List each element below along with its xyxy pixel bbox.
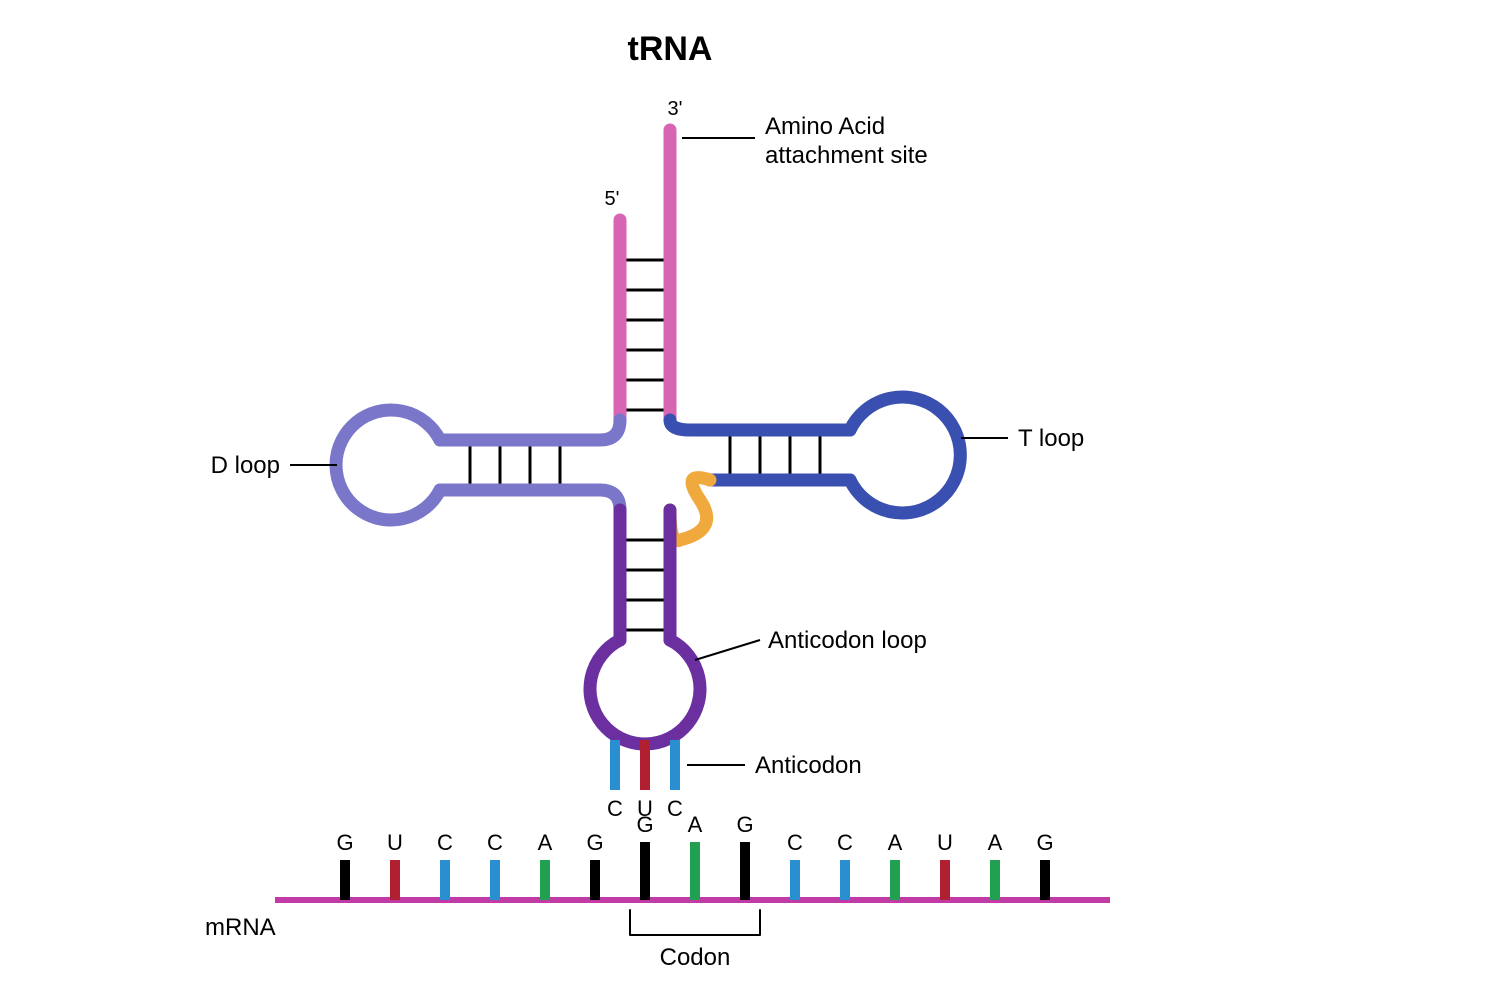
three-prime-label: 3': [668, 98, 683, 120]
mrna-base-label: C: [487, 830, 503, 855]
mrna-base-label: U: [387, 830, 403, 855]
mrna-base-label: C: [787, 830, 803, 855]
t-loop-label: T loop: [1018, 425, 1084, 452]
anticodon-base-label: C: [607, 796, 623, 821]
mrna-base-label: A: [888, 830, 903, 855]
anticodon-base-label: C: [667, 796, 683, 821]
d-arm-top: [440, 420, 620, 440]
mrna-base-label: G: [736, 812, 753, 837]
diagram-title: tRNA: [628, 30, 713, 68]
d-loop: [336, 410, 440, 520]
d-loop-label: D loop: [211, 452, 280, 479]
anticodon-label: Anticodon: [755, 752, 862, 779]
five-prime-label: 5': [605, 188, 620, 210]
codon-bracket: [630, 910, 760, 935]
mrna-base-label: G: [336, 830, 353, 855]
mrna-base-label: G: [636, 812, 653, 837]
anticodon-loop-label: Anticodon loop: [768, 627, 927, 654]
amino-acid-label: Amino Acidattachment site: [765, 113, 928, 169]
mrna-base-label: C: [837, 830, 853, 855]
mrna-base-label: U: [937, 830, 953, 855]
mrna-base-label: A: [688, 812, 703, 837]
mrna-base-label: G: [1036, 830, 1053, 855]
t-loop: [850, 397, 960, 513]
mrna-base-label: G: [586, 830, 603, 855]
mrna-base-label: A: [988, 830, 1003, 855]
anticodon-loop: [590, 640, 700, 744]
codon-label: Codon: [660, 944, 731, 971]
d-arm-bottom: [440, 490, 620, 510]
mrna-base-label: C: [437, 830, 453, 855]
mrna-label: mRNA: [205, 914, 276, 941]
t-arm-top: [670, 420, 850, 430]
mrna-base-label: A: [538, 830, 553, 855]
